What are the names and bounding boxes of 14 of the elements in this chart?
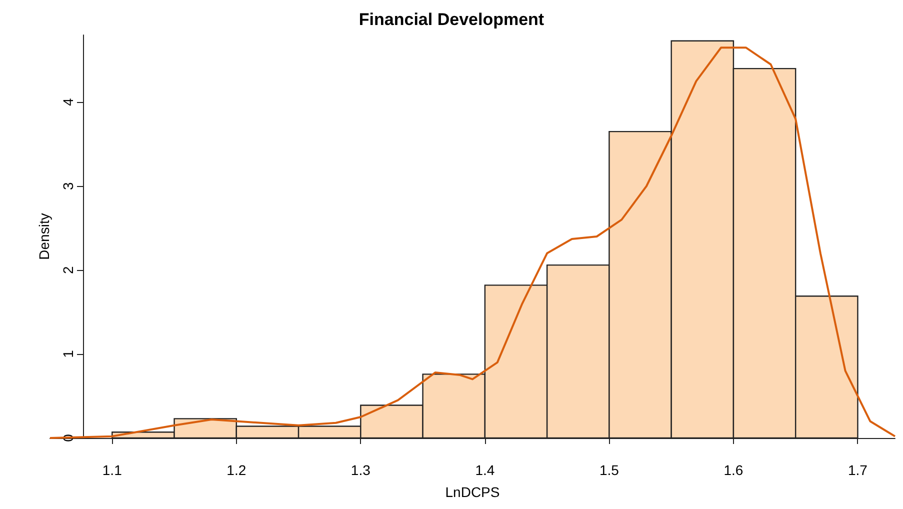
y-axis-title: Density <box>36 213 52 260</box>
x-tick-label: 1.1 <box>102 462 122 478</box>
x-tick-label: 1.5 <box>599 462 620 478</box>
x-tick-label: 1.7 <box>848 462 868 478</box>
y-tick-label: 3 <box>60 182 76 190</box>
x-tick-label: 1.3 <box>350 462 371 478</box>
y-tick-label: 1 <box>60 350 76 358</box>
chart-title: Financial Development <box>358 10 544 29</box>
y-tick-label: 4 <box>60 98 76 106</box>
x-tick-label: 1.6 <box>724 462 744 478</box>
x-tick-label: 1.4 <box>475 462 495 478</box>
x-axis-title: LnDCPS <box>445 484 500 500</box>
y-tick-label: 2 <box>60 266 76 274</box>
x-tick-label: 1.2 <box>226 462 246 478</box>
